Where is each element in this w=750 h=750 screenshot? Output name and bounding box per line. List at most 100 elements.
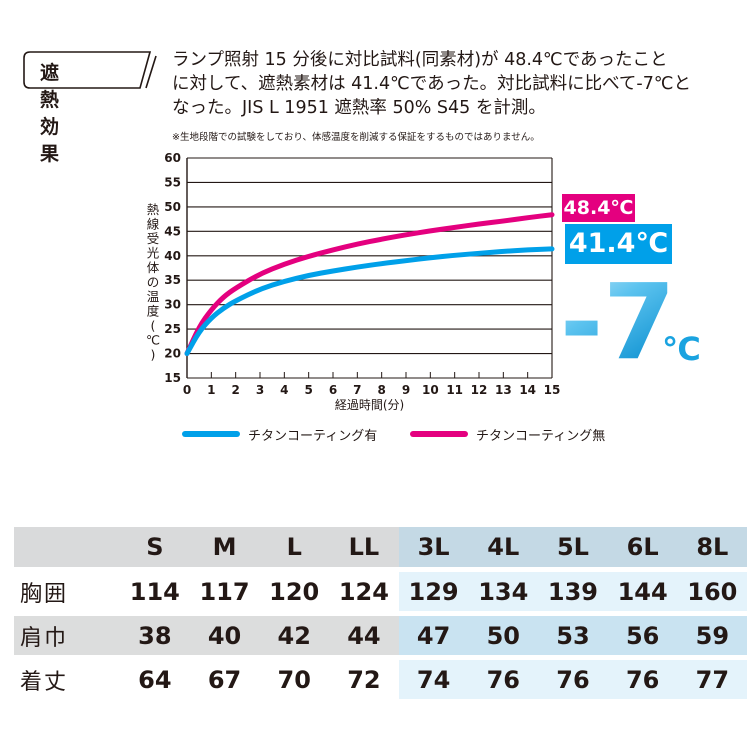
x-tick-label: 12	[471, 383, 488, 397]
y-tick-label: 40	[164, 249, 181, 263]
x-axis-label: 経過時間(分)	[335, 398, 404, 412]
size-header: 6L	[607, 527, 678, 567]
description-line: ランプ照射 15 分後に対比試料(同素材)が 48.4℃であったこと	[172, 50, 668, 70]
table-cell: 50	[468, 616, 539, 655]
table-cell: 70	[277, 665, 311, 694]
difference-unit: ℃	[662, 330, 701, 368]
table-cell: 53	[538, 616, 608, 655]
legend-item-uncoated: チタンコーティング無	[410, 424, 605, 444]
table-cell: 42	[259, 616, 330, 655]
y-axis-label-char: の	[147, 275, 160, 290]
description: ランプ照射 15 分後に対比試料(同素材)が 48.4℃であったこと に対して、…	[172, 48, 742, 120]
size-header-row: S M L LL 3L 4L 5L 6L 8L	[14, 527, 748, 567]
size-header: L	[259, 527, 330, 567]
legend-label: チタンコーティング有	[248, 428, 378, 444]
y-tick-label: 45	[164, 224, 181, 238]
table-cell: 144	[607, 572, 678, 611]
table-cell: 160	[677, 572, 748, 611]
x-tick-label: 0	[183, 383, 191, 397]
table-cell: 64	[138, 665, 172, 694]
x-tick-label: 4	[280, 383, 288, 397]
table-cell: 117	[199, 577, 250, 606]
table-cell: 67	[207, 665, 242, 694]
y-tick-label: 35	[164, 273, 181, 287]
y-axis-label-char: 光	[147, 246, 160, 261]
y-axis-label-char: 温	[147, 289, 160, 304]
size-header: LL	[329, 527, 399, 567]
size-header: M	[189, 527, 260, 567]
table-cell: 59	[677, 616, 748, 655]
y-tick-label: 60	[164, 151, 181, 165]
coated-value-callout: 41.4℃	[565, 224, 672, 264]
y-axis-label-char: )	[151, 347, 156, 362]
x-tick-label: 15	[544, 383, 561, 397]
table-cell: 77	[677, 660, 748, 699]
x-tick-label: 3	[256, 383, 264, 397]
x-tick-label: 9	[402, 383, 410, 397]
x-tick-label: 8	[377, 383, 385, 397]
disclaimer-note: ※生地段階での試験をしており、体感温度を削減する保証をするものではありません。	[172, 132, 540, 143]
series-line-coated	[184, 246, 555, 357]
y-axis-label-char: 体	[147, 260, 160, 275]
legend-item-coated: チタンコーティング有	[182, 424, 377, 444]
x-tick-label: 5	[304, 383, 312, 397]
y-tick-label: 25	[164, 322, 181, 336]
row-label: 胸囲	[20, 581, 69, 607]
table-cell: 120	[269, 577, 320, 606]
x-tick-label: 1	[207, 383, 215, 397]
legend-label: チタンコーティング無	[476, 428, 606, 444]
table-cell: 56	[607, 616, 678, 655]
series-line-uncoated	[184, 212, 555, 357]
table-cell: 76	[538, 660, 608, 699]
description-line: なった。JIS L 1951 遮熱率 50% S45 を計測。	[172, 98, 546, 118]
y-axis-label-char: 度	[147, 304, 160, 319]
table-cell: 72	[347, 665, 381, 694]
x-tick-label: 6	[329, 383, 337, 397]
table-cell: 74	[398, 660, 469, 699]
legend-swatch-pink	[410, 431, 468, 437]
table-cell: 76	[607, 660, 678, 699]
difference-value: -7	[560, 268, 676, 373]
badge-title: 遮熱効果	[40, 62, 61, 165]
table-cell: 76	[468, 660, 539, 699]
difference-callout: -7 ℃	[560, 268, 701, 373]
uncoated-value-callout: 48.4℃	[562, 194, 635, 222]
y-axis-label-char: 熱	[147, 202, 160, 217]
x-tick-label: 14	[519, 383, 536, 397]
y-tick-label: 20	[164, 347, 181, 361]
size-header: 8L	[677, 527, 748, 567]
size-header: 3L	[398, 527, 469, 567]
y-axis-label-char: 受	[147, 231, 160, 246]
size-table: S M L LL 3L 4L 5L 6L 8L 胸囲 114 117 120 1…	[14, 522, 748, 704]
description-line: に対して、遮熱素材は 41.4℃であった。対比試料に比べて-7℃と	[172, 74, 692, 94]
table-cell: 134	[468, 572, 539, 611]
legend-swatch-blue	[182, 431, 240, 437]
y-tick-label: 55	[164, 175, 181, 189]
x-tick-label: 13	[495, 383, 512, 397]
table-cell: 44	[329, 616, 399, 655]
size-header: S	[120, 527, 190, 567]
table-row-chest: 胸囲 114 117 120 124 129 134 139 144 160	[14, 572, 748, 611]
table-cell: 139	[538, 572, 608, 611]
y-tick-label: 30	[164, 298, 181, 312]
y-tick-label: 15	[164, 371, 181, 385]
table-cell: 114	[129, 577, 180, 606]
x-tick-label: 7	[353, 383, 361, 397]
y-axis-label-char: 線	[147, 217, 160, 232]
row-label: 着丈	[20, 669, 69, 695]
table-row-length: 着丈 64 67 70 72 74 76 76 76 77	[14, 660, 748, 699]
table-row-shoulder: 肩巾 38 40 42 44 47 50 53 56 59	[14, 616, 748, 655]
size-header: 5L	[538, 527, 608, 567]
header-blank-cell	[14, 527, 120, 567]
table-cell: 38	[120, 616, 190, 655]
x-tick-label: 10	[422, 383, 439, 397]
row-label: 肩巾	[14, 616, 120, 655]
y-axis-label-char: (	[151, 318, 156, 333]
x-tick-label: 2	[231, 383, 239, 397]
y-axis-label-char: ℃	[146, 333, 160, 348]
size-header: 4L	[468, 527, 539, 567]
y-tick-label: 50	[164, 200, 181, 214]
table-cell: 47	[398, 616, 469, 655]
table-cell: 40	[189, 616, 260, 655]
